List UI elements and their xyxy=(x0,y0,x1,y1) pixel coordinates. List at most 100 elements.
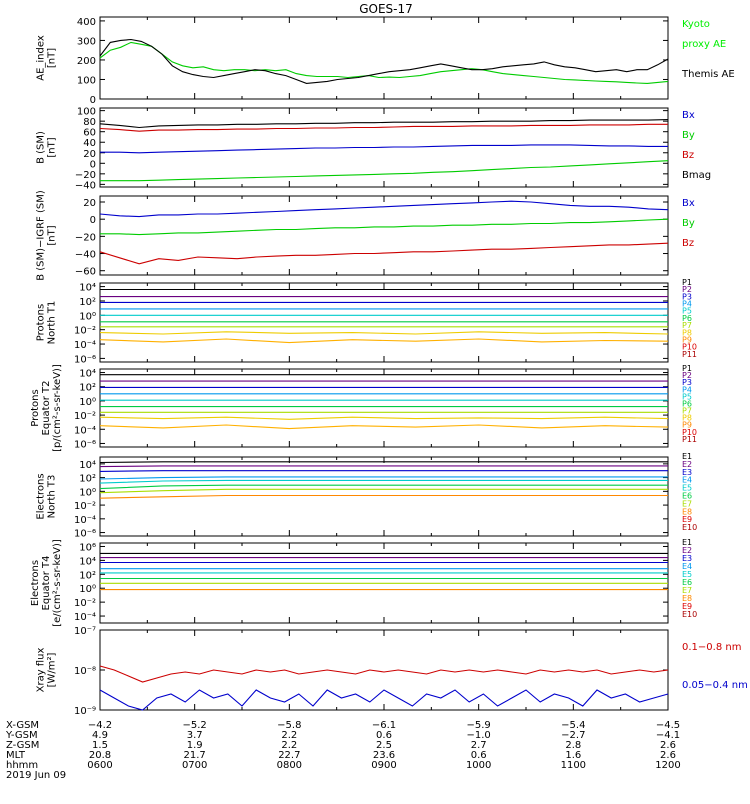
y-tick-label: 10⁰ xyxy=(79,311,96,322)
y-axis-label: [W/m²] xyxy=(47,652,58,687)
series-line xyxy=(99,665,669,683)
series-line xyxy=(99,689,669,711)
y-axis-label: [p/(cm²-s-sr-keV)] xyxy=(52,364,63,452)
y-axis-label: [nT] xyxy=(47,137,58,157)
series-line xyxy=(99,479,668,484)
y-tick-label: 10⁰ xyxy=(79,487,96,498)
legend-label: E2 xyxy=(682,546,692,555)
legend-label: Kyoto xyxy=(682,19,710,30)
y-axis-label: Protons xyxy=(30,389,41,426)
y-tick-label: 10² xyxy=(79,570,96,581)
y-tick-label: −60 xyxy=(75,267,96,278)
y-tick-label: 10⁴ xyxy=(79,556,96,567)
panel-frame xyxy=(99,629,669,711)
series-line xyxy=(99,200,669,218)
legend-label: P2 xyxy=(682,371,692,380)
footer-value: 2.6 xyxy=(660,740,676,751)
legend-label: Bx xyxy=(682,110,695,121)
legend-label: E9 xyxy=(682,515,692,524)
legend-label: 0.05−0.4 nm xyxy=(682,680,748,691)
y-tick-label: 100 xyxy=(77,75,96,86)
legend-label: E8 xyxy=(682,594,692,603)
y-tick-label: 10⁻⁶ xyxy=(74,354,96,365)
footer-value: 0800 xyxy=(277,760,302,771)
y-tick-label: 10⁻⁴ xyxy=(74,425,96,436)
series-line xyxy=(99,476,668,480)
legend-label: P7 xyxy=(682,407,692,416)
series-line xyxy=(99,338,669,344)
y-axis-label: Equator T2 xyxy=(41,381,52,436)
legend-label: P6 xyxy=(682,314,692,323)
series-line xyxy=(100,144,668,154)
footer-value: −4.2 xyxy=(88,720,112,731)
footer-row-label: Z-GSM xyxy=(6,740,39,751)
legend-label: E2 xyxy=(682,460,692,469)
y-tick-label: 40 xyxy=(83,138,96,149)
footer-value: 2.2 xyxy=(281,740,297,751)
y-axis-label: North T1 xyxy=(47,301,58,345)
legend-label: P3 xyxy=(682,292,692,301)
series-line xyxy=(100,160,669,182)
footer-value: 2.6 xyxy=(660,750,676,761)
y-tick-label: 400 xyxy=(77,17,96,28)
y-tick-label: 10⁻⁴ xyxy=(74,515,96,526)
legend-label: E5 xyxy=(682,484,692,493)
legend-label: proxy AE xyxy=(682,39,726,50)
footer-value: −5.2 xyxy=(183,720,207,731)
y-tick-label: −40 xyxy=(75,250,96,261)
legend-label: By xyxy=(682,218,695,229)
footer-row-label: Y-GSM xyxy=(5,730,38,741)
footer-value: 2.8 xyxy=(565,740,581,751)
series-line xyxy=(99,38,669,84)
y-tick-label: 10² xyxy=(79,383,96,394)
series-line xyxy=(100,218,669,236)
y-axis-label: B (SM) xyxy=(36,131,47,164)
legend-label: Bz xyxy=(682,150,694,161)
legend-label: Bmag xyxy=(682,170,711,181)
legend-label: E6 xyxy=(682,578,692,587)
legend-label: E7 xyxy=(682,586,692,595)
y-axis-label: Equator T4 xyxy=(41,556,52,611)
footer-value: 2.7 xyxy=(471,740,487,751)
legend-label: P10 xyxy=(682,343,697,352)
legend-label: E8 xyxy=(682,507,692,516)
legend-label: P3 xyxy=(682,378,692,387)
series-line xyxy=(99,416,669,420)
panel-frame xyxy=(99,195,669,276)
legend-label: P4 xyxy=(682,300,692,309)
footer-value: 4.9 xyxy=(92,730,108,741)
footer-value: 0700 xyxy=(182,760,207,771)
y-tick-label: 20 xyxy=(83,149,96,160)
y-axis-label: AE_index xyxy=(36,35,47,81)
footer-value: 23.6 xyxy=(373,750,395,761)
footer-value: −1.0 xyxy=(467,730,491,741)
y-tick-label: 10⁻⁶ xyxy=(74,529,96,540)
y-axis-label: Electrons xyxy=(30,560,41,606)
y-tick-label: 10⁻² xyxy=(74,598,96,609)
y-tick-label: 10⁻⁴ xyxy=(74,340,96,351)
y-tick-label: 80 xyxy=(83,117,96,128)
y-tick-label: 10² xyxy=(79,297,96,308)
footer-value: 0.6 xyxy=(471,750,487,761)
legend-label: P11 xyxy=(682,435,697,444)
series-line xyxy=(99,123,668,132)
y-tick-label: 10⁰ xyxy=(79,584,96,595)
series-line xyxy=(99,484,668,490)
y-tick-label: 0 xyxy=(90,159,96,170)
legend-label: E4 xyxy=(682,562,692,571)
y-tick-label: 10⁻⁹ xyxy=(74,706,96,717)
footer-row-label: MLT xyxy=(6,750,26,761)
y-axis-label: [e/(cm²-s-sr-keV)] xyxy=(52,539,63,627)
series-line xyxy=(99,461,668,464)
footer-value: −5.9 xyxy=(467,720,491,731)
footer-value: 1.5 xyxy=(92,740,108,751)
footer-row-label: 2019 Jun 09 xyxy=(6,770,66,781)
y-tick-label: 20 xyxy=(83,198,96,209)
legend-label: E1 xyxy=(682,538,692,547)
legend-label: E3 xyxy=(682,468,692,477)
series-line xyxy=(99,494,668,499)
footer-value: 0600 xyxy=(87,760,112,771)
y-tick-label: −20 xyxy=(75,170,96,181)
legend-label: P8 xyxy=(682,328,692,337)
